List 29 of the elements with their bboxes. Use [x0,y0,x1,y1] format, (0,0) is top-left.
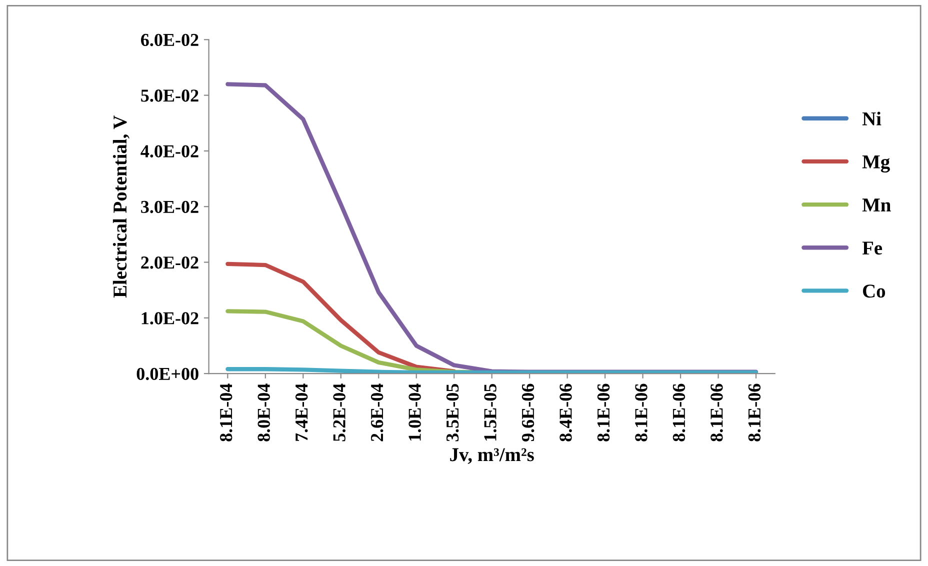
y-tick-label: 0.0E+00 [136,368,198,380]
x-tick-label: 8.1E-06 [748,384,761,442]
y-axis-title: Electrical Potential, V [112,115,130,298]
x-tick-label: 1.5E-05 [484,384,496,441]
y-tick-label: 4.0E-02 [140,145,198,158]
x-axis-title: Jv, m³/m²s [450,448,534,464]
legend-label: Mn [862,198,891,212]
x-tick-label: 3.5E-05 [446,384,459,442]
x-tick-label: 9.6E-06 [522,384,534,442]
x-tick-label: 1.0E-04 [408,384,421,441]
x-tick-label: 5.2E-04 [333,384,346,442]
x-tick-label: 8.1E-04 [220,384,232,442]
x-tick-label: 8.1E-06 [635,384,648,442]
y-tick-label: 1.0E-02 [142,312,198,324]
y-tick-label: 5.0E-02 [141,90,198,102]
legend-label: Fe [862,242,882,255]
x-tick-label: 8.1E-06 [597,384,610,442]
x-tick-label: 8.4E-06 [560,384,572,442]
y-tick-label: 3.0E-02 [141,200,198,214]
legend-label: Mg [862,155,890,173]
y-tick-label: 2.0E-02 [141,256,198,269]
x-tick-label: 7.4E-04 [295,384,308,441]
legend-label: Ni [862,112,882,126]
x-tick-label: 8.1E-06 [672,384,686,442]
x-tick-label: 8.0E-04 [258,384,270,442]
legend-label: Co [862,284,886,298]
y-tick-label: 6.0E-02 [141,34,198,46]
x-tick-label: 8.1E-06 [710,384,723,442]
x-tick-label: 2.6E-04 [370,384,384,442]
